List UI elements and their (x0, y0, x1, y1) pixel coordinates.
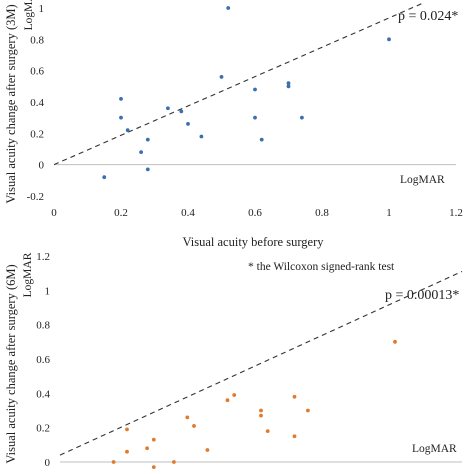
y-tick-label-3m: -0.2 (27, 191, 44, 203)
data-point-3m (145, 137, 150, 142)
data-point-3m (166, 106, 170, 111)
y-tick-label-3m: 0 (39, 160, 45, 172)
y-tick-label-3m: 0.8 (30, 34, 44, 46)
data-point-6m (292, 434, 297, 439)
data-point-6m (185, 415, 190, 420)
corner-label-3m: LogMAR (400, 174, 445, 186)
y-tick-label-6m: 1.2 (36, 251, 50, 263)
data-point-3m (259, 137, 264, 142)
y-unit-label-6m: LogMAR (22, 252, 34, 297)
data-point-3m (286, 84, 291, 89)
data-points-3m (102, 6, 391, 180)
data-point-3m (119, 115, 123, 120)
data-point-6m (192, 424, 196, 428)
data-point-3m (253, 87, 257, 92)
data-point-3m (179, 109, 184, 114)
data-point-3m (300, 115, 304, 120)
y-tick-label-6m: 0.8 (36, 320, 50, 332)
x-tick-label-3m: 0.6 (248, 207, 262, 219)
y-axis-label-3m: Visual acuity change after surgery (3M) (4, 4, 18, 203)
test-note: * the Wilcoxon signed-rank test (248, 261, 395, 273)
data-point-6m (265, 429, 270, 433)
chart-3m: -0.2 0 0.2 0.4 0.6 0.8 1 0 0.2 0.4 0.6 0.8 1 1.2 p =… (4, 0, 463, 249)
data-point-3m (199, 134, 204, 139)
data-point-3m (286, 81, 291, 86)
data-point-3m (145, 167, 150, 172)
data-point-3m (253, 115, 257, 120)
y-tick-label-3m: 0.6 (30, 66, 44, 78)
y-tick-label-6m: 0.4 (36, 388, 50, 400)
data-point-6m (145, 446, 150, 451)
annotation-p-value-6m: p = 0.00013* (385, 288, 459, 303)
data-point-6m (225, 398, 230, 403)
y-tick-label-6m: 0 (45, 457, 51, 469)
y-tick-label-3m: 1 (39, 3, 45, 15)
data-point-3m (226, 6, 231, 10)
data-point-6m (259, 408, 263, 413)
data-point-6m (111, 460, 116, 464)
y-tick-label-6m: 1 (45, 285, 51, 297)
data-point-6m (125, 449, 129, 454)
data-point-6m (205, 448, 210, 452)
x-tick-label-3m: 0.2 (114, 207, 128, 219)
data-point-6m (259, 413, 263, 418)
y-axis-ticks-6m: 0 0.2 0.4 0.6 0.8 1 1.2 (36, 251, 50, 469)
data-point-6m (306, 408, 310, 413)
annotation-p-value-3m: p = 0.024* (398, 9, 458, 24)
data-point-6m (125, 427, 129, 432)
x-tick-label-3m: 0.8 (315, 207, 329, 219)
data-point-6m (172, 460, 176, 464)
y-tick-label-3m: 0.4 (30, 97, 44, 109)
data-points-6m (111, 339, 397, 470)
trend-line-3m (53, 2, 423, 166)
data-point-3m (219, 75, 224, 79)
data-point-3m (387, 37, 391, 42)
x-axis-label-3m: Visual acuity before surgery (183, 235, 325, 249)
x-tick-label-3m: 0.4 (181, 207, 195, 219)
data-point-6m (292, 394, 297, 399)
x-axis-ticks-3m: 0 0.2 0.4 0.6 0.8 1 1.2 (51, 207, 463, 219)
trend-line-6m (59, 270, 463, 456)
y-tick-label-3m: 0.2 (30, 128, 44, 140)
y-axis-ticks-3m: -0.2 0 0.2 0.4 0.6 0.8 1 (27, 3, 45, 203)
y-axis-label-6m: Visual acuity change after surgery (6M) (4, 264, 18, 463)
data-point-6m (151, 437, 156, 442)
data-point-6m (232, 393, 237, 397)
data-point-3m (102, 175, 107, 180)
corner-label-6m: LogMAR (412, 443, 457, 455)
data-point-6m (393, 339, 397, 344)
data-point-3m (186, 122, 190, 126)
data-point-6m (151, 465, 156, 470)
y-unit-label-3m: LogMAR (23, 0, 35, 30)
y-tick-label-6m: 0.2 (36, 423, 50, 435)
chart-6m: 0 0.2 0.4 0.6 0.8 1 1.2 * the Wilcoxon signed-… (4, 251, 463, 470)
data-point-3m (119, 96, 123, 101)
y-tick-label-6m: 0.6 (36, 354, 50, 366)
data-point-3m (125, 128, 130, 133)
x-tick-label-3m: 1 (386, 207, 392, 219)
x-tick-label-3m: 1.2 (449, 207, 463, 219)
data-point-3m (139, 150, 144, 155)
x-tick-label-3m: 0 (51, 207, 57, 219)
